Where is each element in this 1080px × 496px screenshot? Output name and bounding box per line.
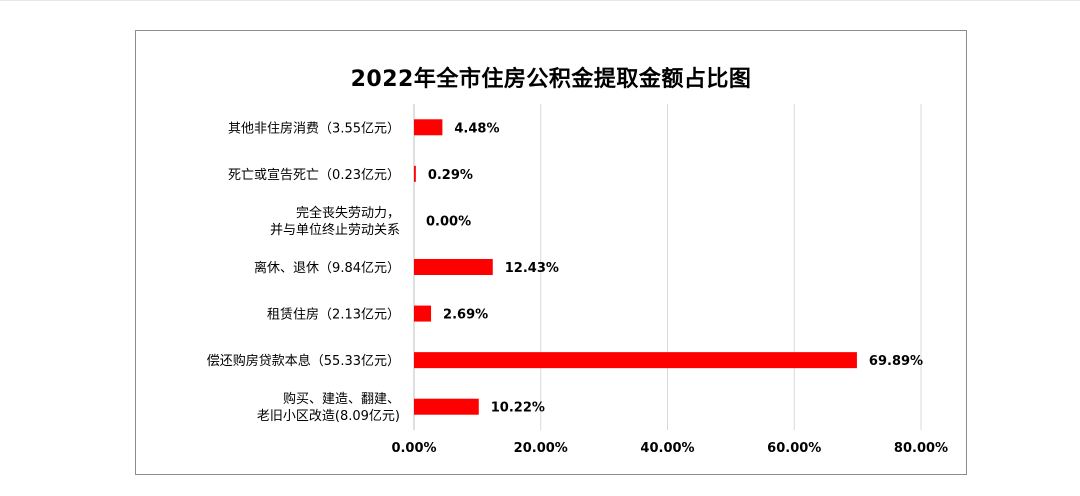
- category-label: 租赁住房（2.13亿元）: [267, 307, 400, 323]
- bar: [414, 305, 432, 322]
- category-label: 并与单位终止劳动关系: [270, 222, 400, 238]
- bar: [414, 119, 443, 136]
- category-label: 偿还购房贷款本息（55.33亿元）: [207, 353, 400, 369]
- x-tick-label: 60.00%: [767, 441, 821, 456]
- x-tick-label: 0.00%: [391, 441, 436, 456]
- bar: [414, 398, 479, 415]
- data-label: 2.69%: [443, 308, 488, 323]
- chart-title: 2022年全市住房公积金提取金额占比图: [350, 67, 752, 92]
- category-label: 死亡或宣告死亡（0.23亿元）: [228, 167, 400, 183]
- data-label: 12.43%: [505, 261, 559, 276]
- chart-frame: 2022年全市住房公积金提取金额占比图: [135, 30, 967, 475]
- data-label: 10.22%: [491, 401, 545, 416]
- data-label: 0.29%: [428, 168, 473, 183]
- bar: [414, 259, 493, 275]
- category-label: 完全丧失劳动力，: [296, 205, 400, 221]
- x-tick-label: 20.00%: [514, 441, 568, 456]
- data-label: 4.48%: [454, 121, 499, 136]
- x-tick-label: 40.00%: [640, 441, 694, 456]
- data-label: 69.89%: [869, 354, 923, 369]
- category-label: 离休、退休（9.84亿元）: [254, 260, 400, 276]
- top-divider: [0, 0, 1080, 1]
- category-label: 老旧小区改造(8.09亿元): [257, 409, 400, 424]
- bar: [414, 352, 857, 369]
- data-label: 0.00%: [426, 214, 471, 229]
- category-label: 购买、建造、翻建、: [283, 391, 400, 407]
- x-tick-label: 80.00%: [894, 441, 948, 456]
- category-label: 其他非住房消费（3.55亿元）: [228, 120, 400, 136]
- bar: [414, 165, 416, 182]
